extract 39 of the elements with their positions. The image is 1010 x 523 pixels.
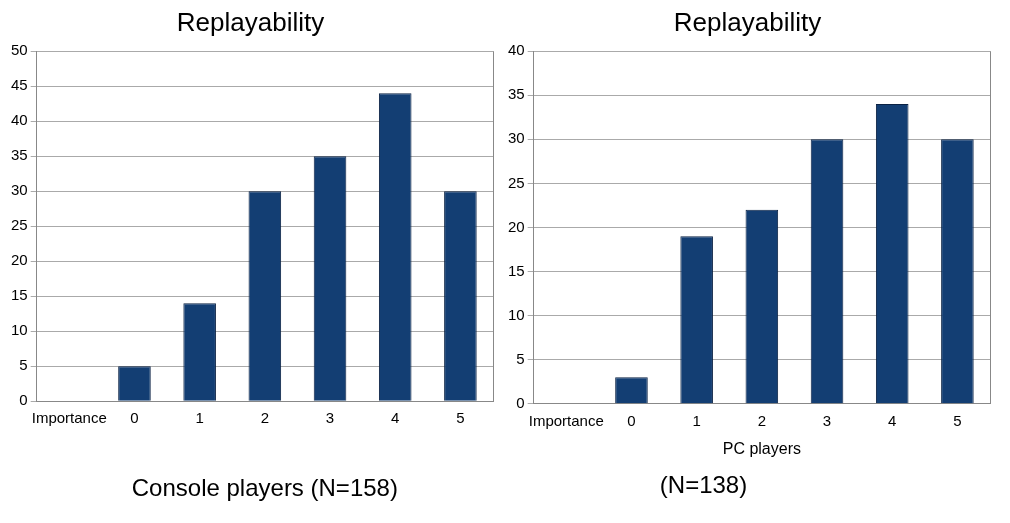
- y-tick-label: 30: [11, 181, 28, 199]
- x-axis-title: Console players (N=158): [131, 474, 398, 502]
- x-tick-label: 4: [888, 411, 897, 429]
- chart-title: Replayability: [673, 6, 822, 37]
- chart-title: Replayability: [176, 6, 325, 37]
- y-tick-label: 20: [508, 217, 525, 235]
- x-tick-label: 1: [195, 409, 204, 427]
- y-tick-label: 25: [508, 173, 525, 191]
- y-tick-label: 35: [508, 85, 525, 103]
- y-tick-label: 10: [11, 321, 28, 339]
- x-tick-label: 4: [391, 409, 400, 427]
- y-tick-label: 25: [11, 216, 28, 234]
- y-tick-label: 0: [19, 391, 28, 409]
- x-axis-title: PC players: [722, 439, 801, 457]
- y-tick-label: 15: [508, 261, 525, 279]
- x-tick-label: 2: [260, 409, 270, 427]
- x-tick-label: Importance: [31, 409, 107, 427]
- x-tick-label: 3: [822, 411, 832, 429]
- y-tick-label: 40: [508, 41, 525, 59]
- x-tick-label: 0: [130, 409, 139, 427]
- y-tick-label: 15: [11, 286, 28, 304]
- y-tick-label: 10: [508, 305, 525, 323]
- y-tick-label: 30: [508, 129, 525, 147]
- x-tick-label: 2: [757, 411, 767, 429]
- y-tick-label: 0: [516, 393, 525, 411]
- y-tick-label: 45: [11, 76, 28, 94]
- x-tick-label: 0: [627, 411, 636, 429]
- y-tick-label: 5: [19, 356, 28, 374]
- text: (N=138): [659, 471, 748, 499]
- x-tick-label: 1: [692, 411, 701, 429]
- x-tick-label: Importance: [528, 411, 604, 429]
- y-tick-label: 5: [516, 349, 525, 367]
- x-tick-label: 5: [953, 411, 962, 429]
- y-tick-label: 20: [11, 251, 28, 269]
- x-tick-label: 3: [325, 409, 335, 427]
- y-tick-label: 40: [11, 111, 28, 129]
- x-tick-label: 5: [456, 409, 465, 427]
- y-tick-label: 50: [11, 41, 28, 59]
- y-tick-label: 35: [11, 146, 28, 164]
